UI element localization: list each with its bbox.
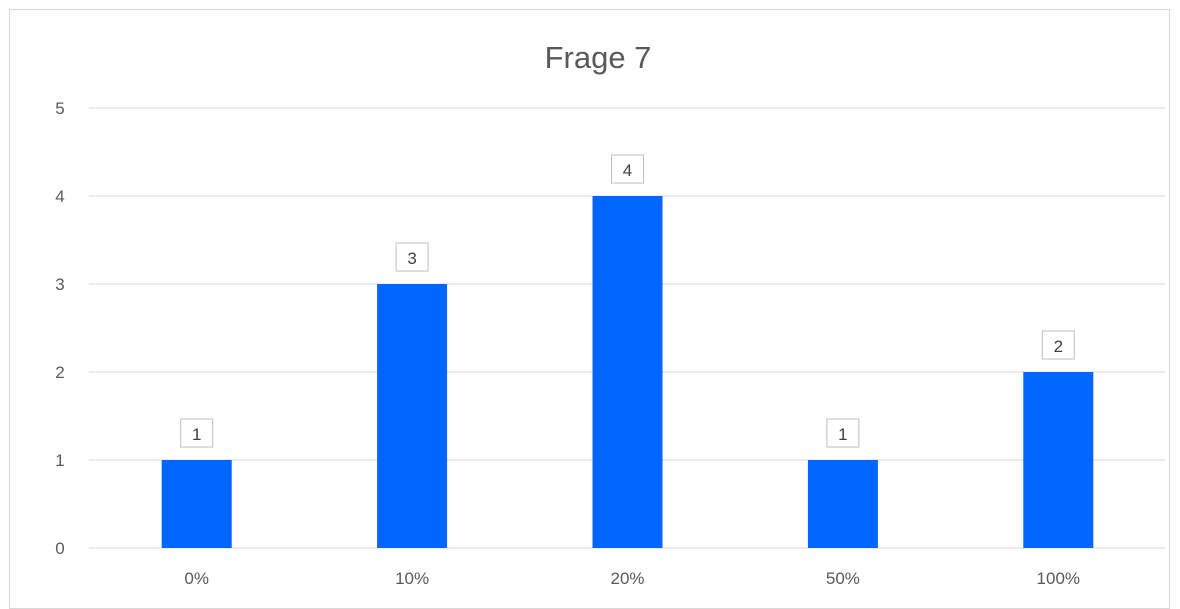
data-label: 1 <box>826 418 860 448</box>
bars <box>161 196 1094 548</box>
x-tick-label: 100% <box>1037 569 1080 588</box>
data-label: 2 <box>1041 330 1075 360</box>
bar-20pct <box>592 196 663 548</box>
data-labels: 1 3 4 1 2 <box>180 154 1075 448</box>
data-label-value: 1 <box>192 425 201 444</box>
data-label-box <box>395 242 429 272</box>
data-label: 1 <box>180 418 214 448</box>
y-tick-label: 0 <box>55 539 64 558</box>
bar-50pct <box>807 460 878 548</box>
y-tick-label: 3 <box>55 275 64 294</box>
chart-title: Frage 7 <box>545 40 652 75</box>
y-axis-ticks: 0 1 2 3 4 5 <box>55 99 64 558</box>
y-tick-label: 5 <box>55 99 64 118</box>
x-axis-ticks: 0% 10% 20% 50% 100% <box>184 569 1080 588</box>
data-label-value: 2 <box>1054 337 1063 356</box>
data-label-box <box>180 418 214 448</box>
data-label: 3 <box>395 242 429 272</box>
y-tick-label: 4 <box>55 187 64 206</box>
bar-10pct <box>377 284 448 548</box>
y-tick-label: 2 <box>55 363 64 382</box>
data-label-value: 4 <box>623 161 632 180</box>
x-tick-label: 10% <box>395 569 429 588</box>
x-tick-label: 50% <box>826 569 860 588</box>
data-label-box <box>826 418 860 448</box>
data-label-value: 3 <box>407 249 416 268</box>
bar-0pct <box>161 460 232 548</box>
data-label-box <box>1041 330 1075 360</box>
data-label-box <box>611 154 644 184</box>
bar-100pct <box>1023 372 1094 548</box>
x-tick-label: 0% <box>184 569 209 588</box>
y-tick-label: 1 <box>55 451 64 470</box>
x-tick-label: 20% <box>610 569 644 588</box>
data-label-value: 1 <box>838 425 847 444</box>
data-label: 4 <box>611 154 644 184</box>
